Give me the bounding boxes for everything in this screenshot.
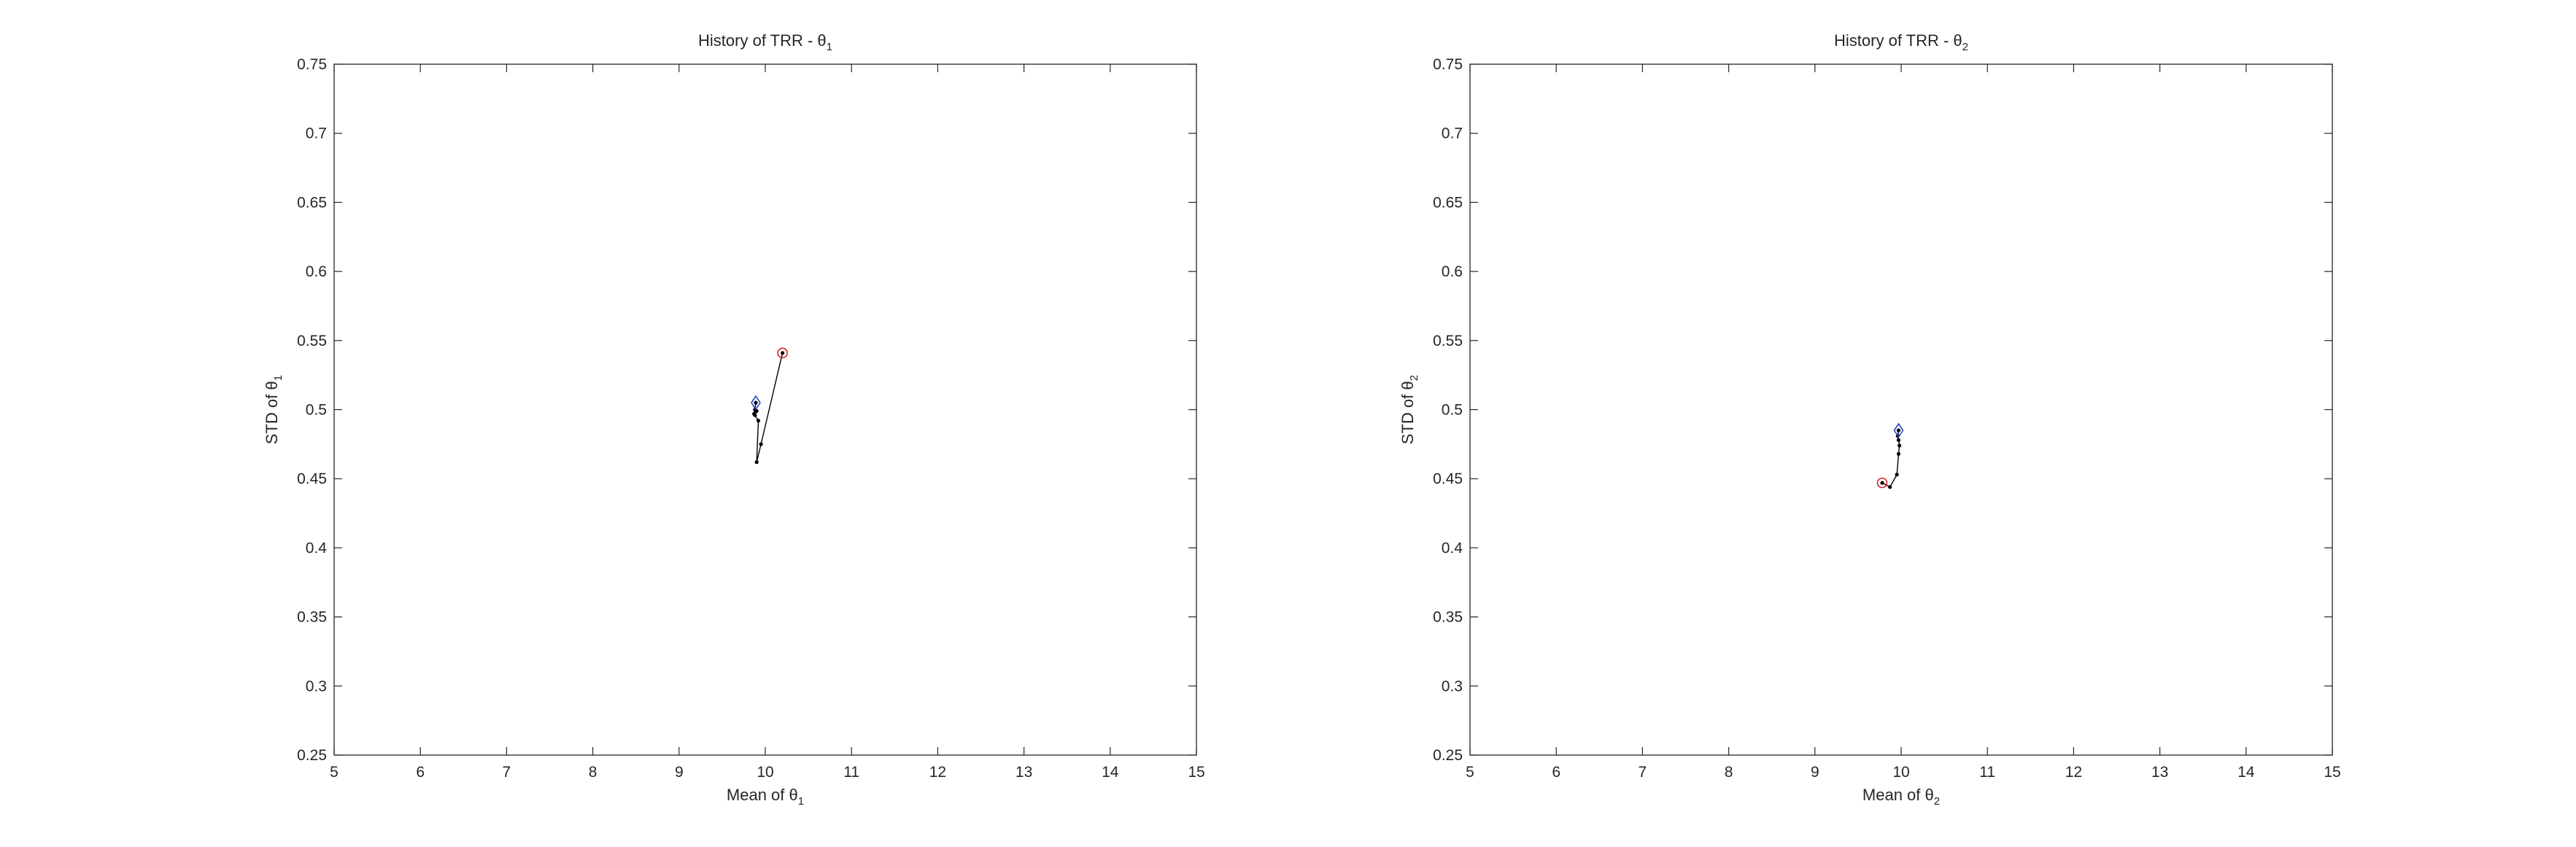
y-tick-label: 0.5 — [1442, 402, 1463, 419]
y-tick-label: 0.7 — [1442, 125, 1463, 142]
y-tick-label: 0.65 — [297, 194, 327, 211]
data-point — [1896, 452, 1901, 456]
y-tick-label: 0.25 — [297, 747, 327, 764]
y-tick-label: 0.4 — [1442, 540, 1463, 557]
y-tick-label: 0.55 — [297, 333, 327, 349]
chart-title-subscript: 2 — [1962, 41, 1968, 53]
chart-title-main: History of TRR - θ — [1834, 31, 1962, 50]
y-tick-label: 0.3 — [306, 678, 327, 695]
y-tick-label: 0.35 — [297, 609, 327, 626]
y-axis-label-subscript: 1 — [272, 375, 285, 381]
x-tick-label: 7 — [503, 764, 511, 781]
x-tick-label: 8 — [1725, 764, 1733, 781]
x-tick-label: 6 — [1552, 764, 1560, 781]
plot-area — [1469, 63, 2333, 756]
y-axis-label: STD of θ2 — [1399, 375, 1420, 444]
data-point — [1888, 484, 1892, 490]
x-axis-label-main: Mean of θ — [727, 786, 798, 804]
data-point — [1896, 428, 1901, 433]
y-tick-label: 0.7 — [306, 125, 327, 142]
chart-title: History of TRR - θ2 — [1834, 31, 1968, 53]
x-tick-label: 11 — [843, 764, 859, 781]
data-point — [754, 401, 758, 405]
data-point — [752, 411, 757, 416]
y-axis-label-subscript: 2 — [1408, 375, 1420, 381]
y-axis-label: STD of θ1 — [263, 375, 285, 444]
x-tick-label: 14 — [1102, 764, 1119, 781]
start-marker-center — [781, 351, 784, 355]
x-tick-label: 10 — [757, 764, 773, 781]
plot-area — [333, 63, 1197, 756]
chart-title-subscript: 1 — [827, 41, 832, 53]
x-axis-label-subscript: 2 — [1934, 795, 1940, 808]
x-axis-label-subscript: 1 — [798, 795, 804, 808]
x-tick-label: 9 — [675, 764, 684, 781]
data-point — [759, 442, 763, 446]
y-tick-label: 0.75 — [1433, 56, 1463, 73]
end-marker — [1893, 422, 1904, 438]
x-tick-label: 13 — [1016, 764, 1032, 781]
start-marker-center — [1880, 481, 1884, 485]
end-marker — [751, 395, 761, 411]
x-tick-label: 12 — [929, 764, 946, 781]
x-tick-label: 10 — [1892, 764, 1909, 781]
x-tick-label: 5 — [1466, 764, 1474, 781]
y-tick-label: 0.45 — [297, 471, 327, 487]
y-tick-label: 0.75 — [297, 56, 327, 73]
x-axis-label: Mean of θ2 — [1863, 786, 1940, 808]
x-tick-label: 6 — [416, 764, 425, 781]
chart-title: History of TRR - θ1 — [698, 31, 832, 53]
data-point — [1898, 444, 1902, 448]
x-tick-label: 7 — [1639, 764, 1647, 781]
y-tick-label: 0.35 — [1433, 609, 1463, 626]
y-tick-label: 0.4 — [306, 540, 328, 557]
x-tick-label: 11 — [1979, 764, 1995, 781]
y-tick-label: 0.6 — [1442, 263, 1463, 280]
x-tick-label: 15 — [1188, 764, 1204, 781]
chart-panel-2: 5 6 7 8 9 10 11 12 13 14 15 0.25 0.3 0.35 0.4 0.45 0.5 0.… — [1399, 31, 2341, 808]
data-point — [754, 460, 759, 465]
y-axis-label-main: STD of θ — [1399, 381, 1417, 444]
y-tick-label: 0.6 — [306, 263, 327, 280]
y-tick-label: 0.25 — [1433, 747, 1463, 764]
start-marker — [777, 347, 788, 359]
y-axis-label-main: STD of θ — [263, 381, 281, 444]
x-tick-label: 13 — [2151, 764, 2168, 781]
y-tick-label: 0.55 — [1433, 333, 1463, 349]
y-tick-label: 0.45 — [1433, 471, 1463, 487]
x-tick-label: 12 — [2065, 764, 2082, 781]
y-tick-label: 0.5 — [306, 402, 327, 419]
data-point — [1895, 472, 1899, 477]
x-tick-label: 9 — [1811, 764, 1819, 781]
y-tick-label: 0.3 — [1442, 678, 1463, 695]
chart-title-main: History of TRR - θ — [698, 31, 827, 50]
x-axis-label: Mean of θ1 — [727, 786, 804, 808]
x-tick-label: 14 — [2237, 764, 2255, 781]
chart-panel-1: 5 6 7 8 9 10 11 12 13 14 150.250.30.350.40.450.50.… — [263, 31, 1205, 808]
x-tick-label: 8 — [589, 764, 597, 781]
x-tick-label: 5 — [330, 764, 339, 781]
x-tick-label: 15 — [2324, 764, 2340, 781]
y-tick-label: 0.65 — [1433, 194, 1463, 211]
x-axis-label-main: Mean of θ — [1863, 786, 1934, 804]
data-point — [1896, 438, 1901, 442]
start-marker — [1876, 477, 1888, 489]
data-point — [756, 419, 761, 423]
